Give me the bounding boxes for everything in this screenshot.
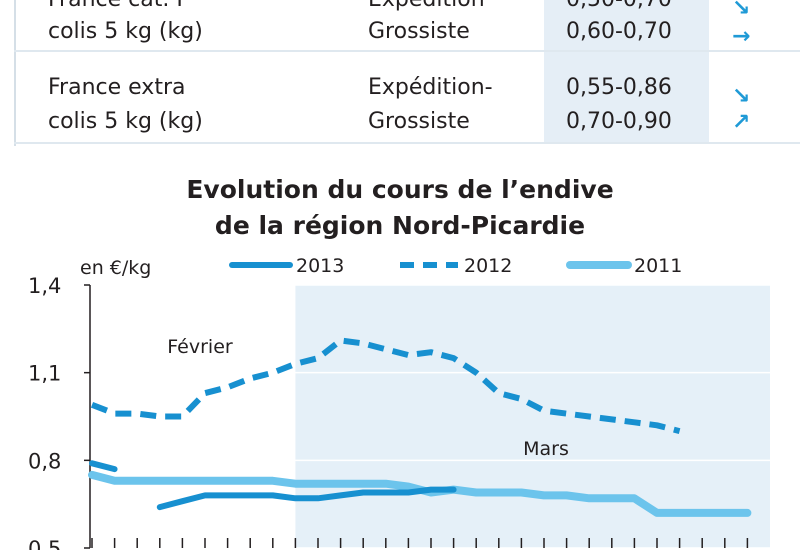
chart-title-line2: de la région Nord-Picardie (214, 211, 586, 240)
chart-panel: Evolution du cours de l’endive de la rég… (0, 158, 800, 550)
row2-stage-line2: Grossiste (368, 109, 470, 134)
row2-price-line1: 0,55-0,86 (566, 75, 672, 100)
trend-down-arrow-icon: ↘ (732, 0, 751, 21)
table-left-border (14, 0, 16, 146)
row-divider (14, 142, 800, 144)
row2-stage-line1: Expédition- (368, 75, 493, 100)
row2-price-line2: 0,70-0,90 (566, 109, 672, 134)
row1-price-line1: 0,50-0,70 (566, 0, 672, 16)
row-divider (14, 50, 800, 52)
row1-stage-line1: Expédition (368, 0, 485, 16)
trend-up-arrow-icon: ↗ (732, 110, 751, 135)
price-column-shade (544, 0, 709, 142)
row1-price-line2: 0,60-0,70 (566, 19, 672, 44)
row2-product-line2: colis 5 kg (kg) (48, 109, 203, 134)
chart-title-line1: Evolution du cours de l’endive (186, 175, 614, 204)
row2-product-line1: France extra (48, 75, 186, 100)
price-table: France cat. I colis 5 kg (kg) Expédition… (14, 0, 800, 146)
trend-stable-arrow-icon: → (732, 24, 751, 49)
section-divider (0, 152, 800, 158)
row1-stage-line2: Grossiste (368, 19, 470, 44)
row1-product-line1: France cat. I (48, 0, 183, 16)
row1-product-line2: colis 5 kg (kg) (48, 19, 203, 44)
trend-down-arrow-icon: ↘ (732, 84, 751, 109)
